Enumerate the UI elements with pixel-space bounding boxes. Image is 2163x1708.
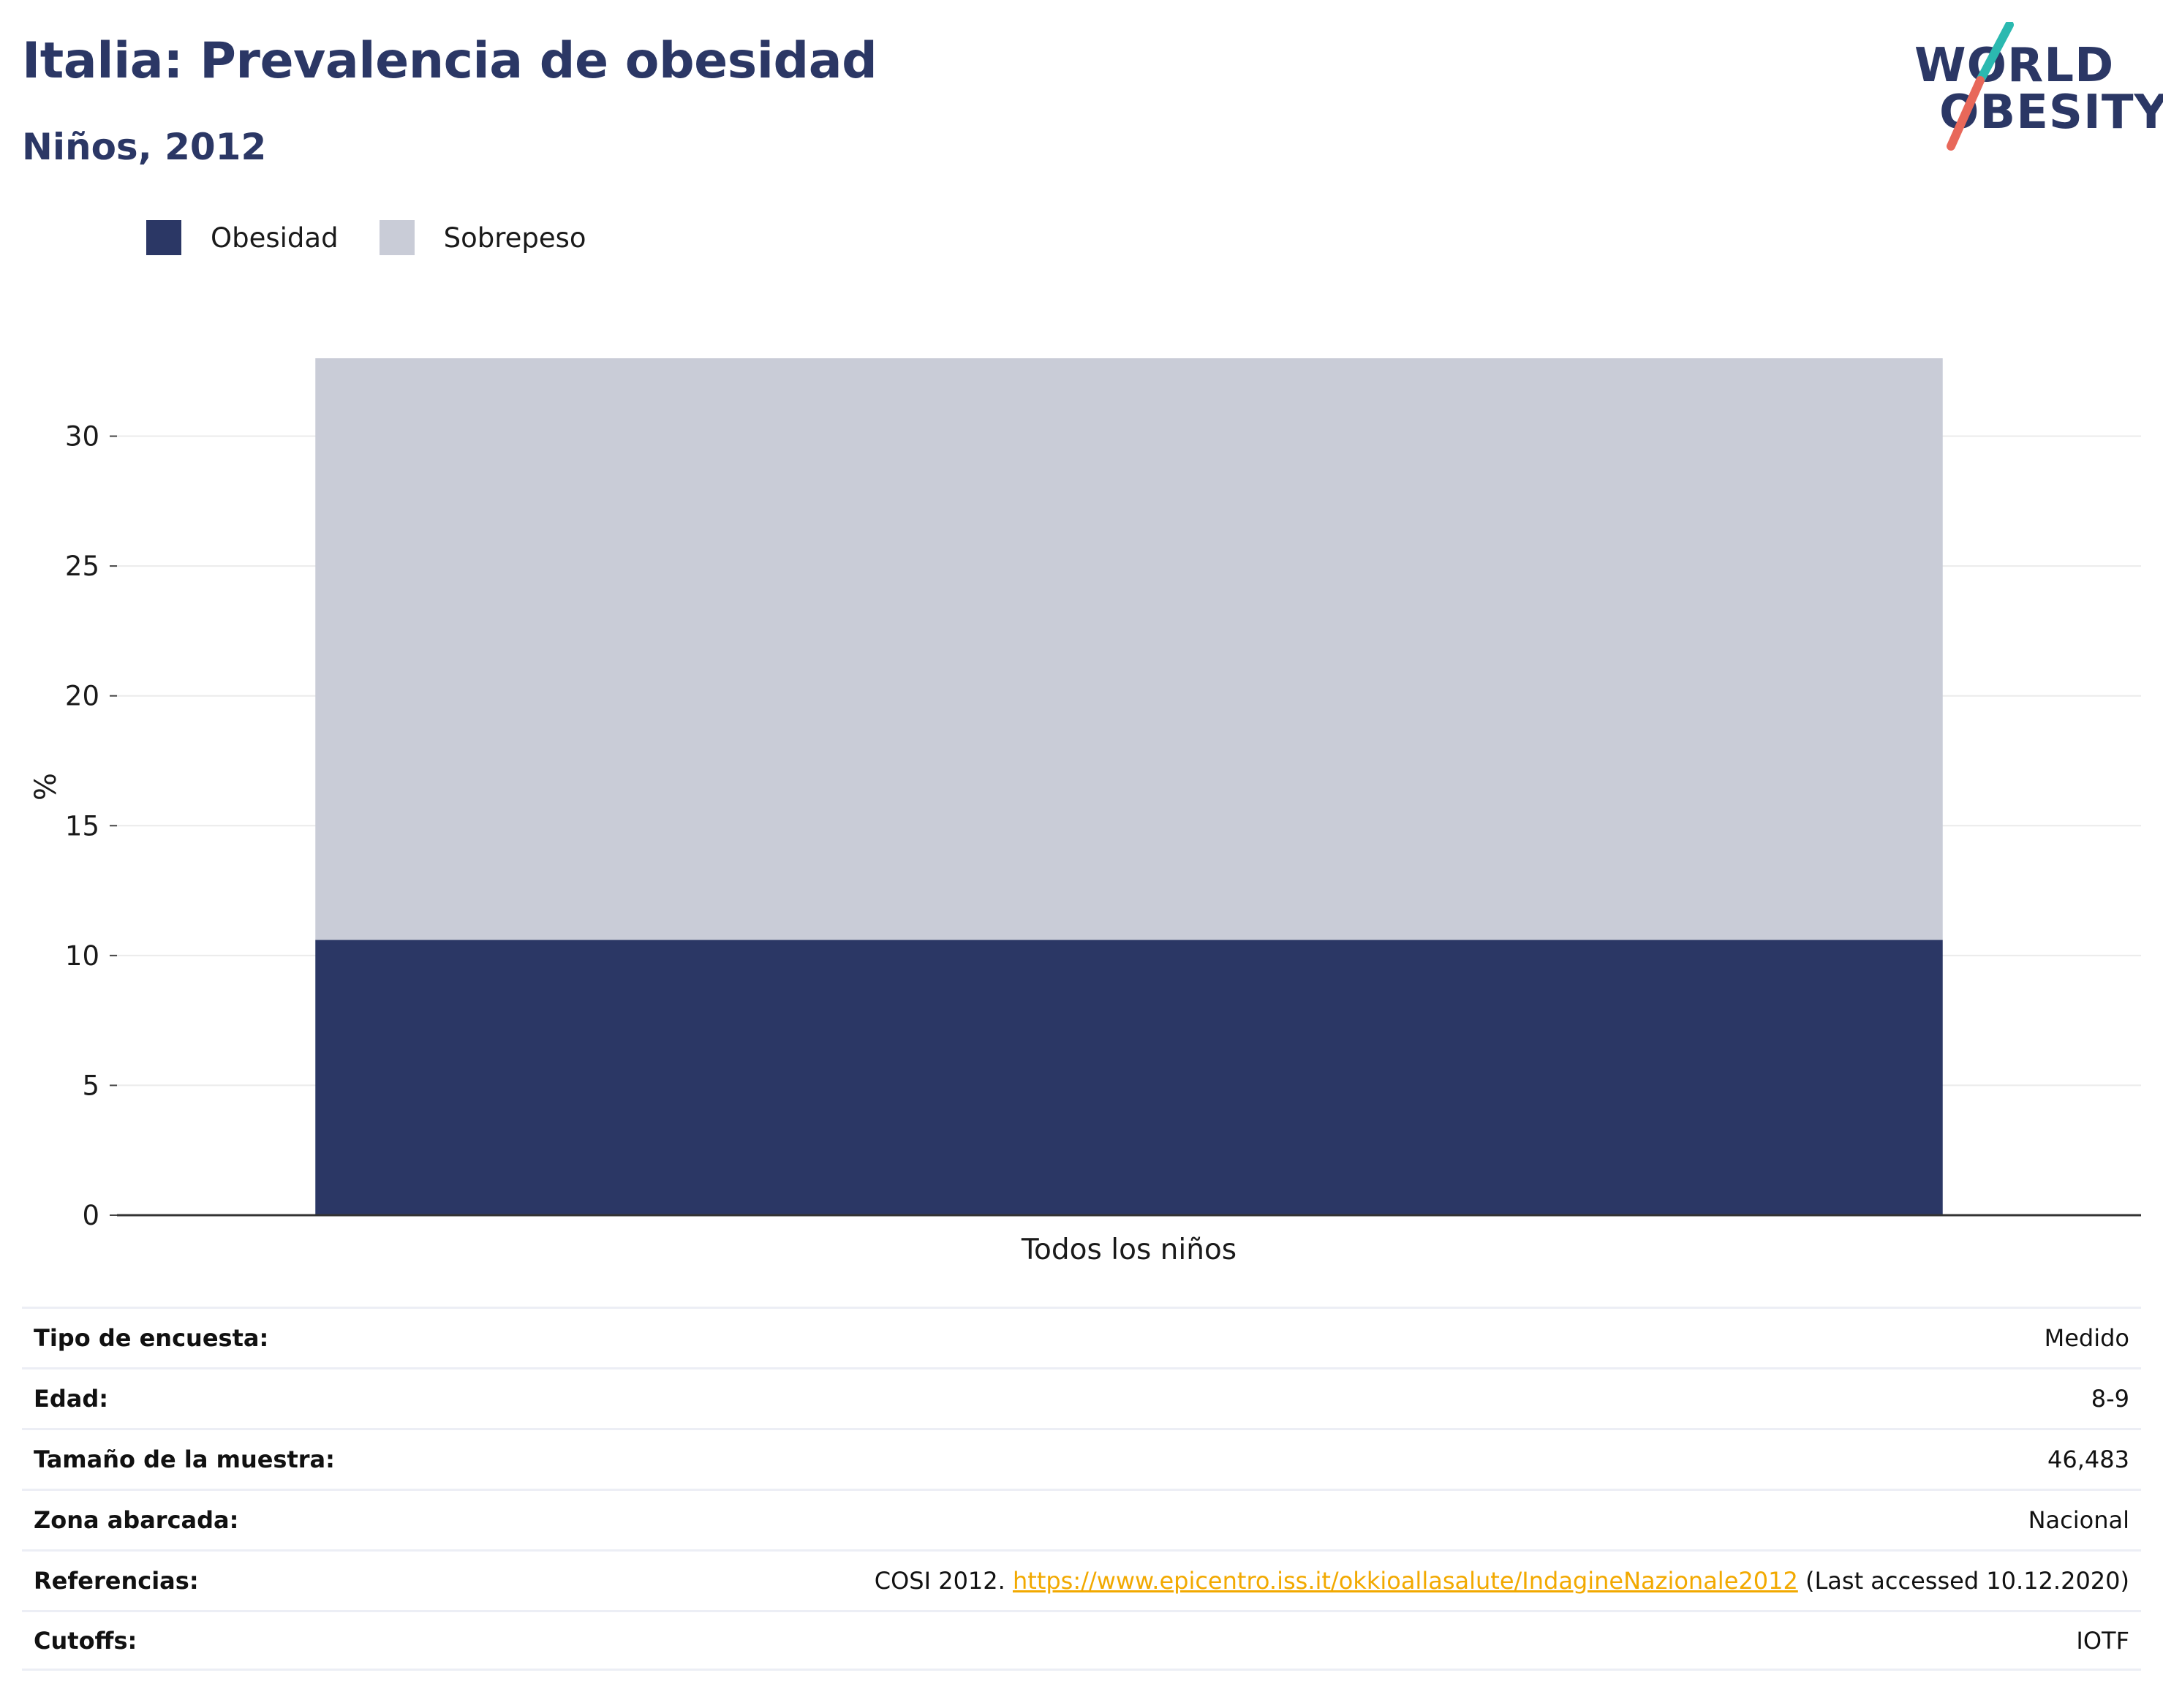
- y-tick-label: 30: [65, 421, 99, 453]
- reference-link[interactable]: https://www.epicentro.iss.it/okkioallasa…: [1012, 1567, 1798, 1595]
- info-value: COSI 2012. https://www.epicentro.iss.it/…: [875, 1567, 2129, 1595]
- reference-prefix: COSI 2012.: [874, 1567, 1013, 1595]
- info-key: Tamaño de la muestra:: [34, 1446, 335, 1473]
- logo-slash-icon: [1947, 22, 2014, 151]
- info-key: Referencias:: [34, 1567, 199, 1595]
- bars: [315, 358, 1943, 1215]
- info-table: Tipo de encuesta: Medido Edad: 8-9 Tamañ…: [22, 1307, 2141, 1671]
- x-tick-label: Todos los niños: [1021, 1233, 1237, 1266]
- info-row-sample-size: Tamaño de la muestra: 46,483: [22, 1428, 2141, 1489]
- info-value: 8-9: [2091, 1385, 2129, 1413]
- info-value: 46,483: [2047, 1446, 2129, 1473]
- info-row-age: Edad: 8-9: [22, 1367, 2141, 1428]
- legend-swatch-sobrepeso: [379, 220, 415, 255]
- legend-swatch-obesidad: [146, 220, 181, 255]
- info-value: Nacional: [2028, 1506, 2129, 1534]
- logo-line-1: WORLD: [1914, 39, 2115, 93]
- bar-chart: 0 5 10 15 20 25 30 Todos los niños%: [29, 358, 2141, 1266]
- legend-item-obesidad[interactable]: Obesidad: [146, 220, 339, 255]
- chart-legend: Obesidad Sobrepeso: [146, 219, 627, 256]
- axes: 0 5 10 15 20 25 30 Todos los niños%: [29, 421, 2141, 1266]
- info-row-survey-type: Tipo de encuesta: Medido: [22, 1307, 2141, 1367]
- y-tick-label: 0: [82, 1200, 99, 1231]
- legend-label-sobrepeso: Sobrepeso: [443, 222, 586, 254]
- y-tick-label: 15: [65, 810, 99, 842]
- info-key: Zona abarcada:: [34, 1506, 239, 1534]
- y-tick-label: 10: [65, 940, 99, 972]
- reference-suffix: (Last accessed 10.12.2020): [1797, 1567, 2129, 1595]
- y-tick-label: 5: [82, 1070, 99, 1101]
- info-key: Cutoffs:: [34, 1626, 137, 1655]
- legend-item-sobrepeso[interactable]: Sobrepeso: [379, 220, 586, 255]
- bar-sobrepeso[interactable]: [315, 358, 1943, 940]
- chart-title: Italia: Prevalencia de obesidad: [22, 32, 877, 90]
- bar-obesidad[interactable]: [315, 940, 1943, 1215]
- info-row-references: Referencias: COSI 2012. https://www.epic…: [22, 1549, 2141, 1610]
- legend-label-obesidad: Obesidad: [211, 222, 339, 254]
- world-obesity-logo: WORLD OBESITY: [1901, 22, 2163, 154]
- info-row-cutoffs: Cutoffs: IOTF: [22, 1610, 2141, 1671]
- info-value: IOTF: [2076, 1626, 2129, 1655]
- chart-subtitle: Niños, 2012: [22, 126, 267, 168]
- info-key: Edad:: [34, 1385, 109, 1413]
- y-tick-label: 25: [65, 551, 99, 582]
- y-axis-label: %: [29, 773, 63, 801]
- info-value: Medido: [2044, 1324, 2129, 1352]
- info-key: Tipo de encuesta:: [34, 1324, 269, 1352]
- info-row-coverage: Zona abarcada: Nacional: [22, 1489, 2141, 1549]
- y-tick-label: 20: [65, 681, 99, 712]
